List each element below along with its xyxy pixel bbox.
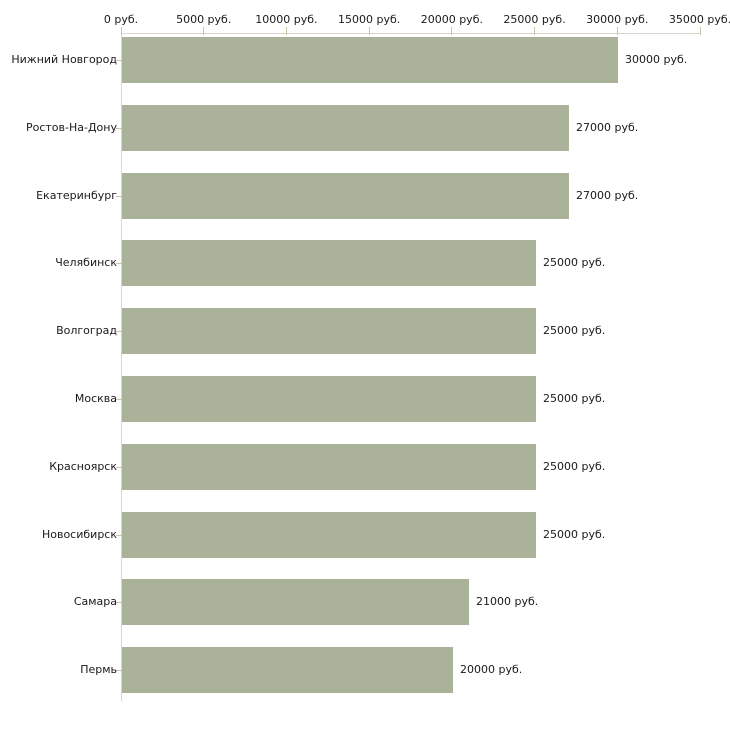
category-label: Ростов-На-Дону: [25, 121, 117, 134]
y-axis-tick: [116, 535, 122, 536]
category-label: Самара: [73, 595, 117, 608]
x-axis-tick-label: 25000 руб.: [503, 13, 566, 26]
category-label: Москва: [74, 392, 117, 405]
value-label: 27000 руб.: [576, 121, 639, 134]
bar: [122, 376, 536, 422]
category-label: Волгоград: [56, 324, 117, 337]
x-axis-tick-label: 10000 руб.: [255, 13, 318, 26]
y-axis-tick: [116, 602, 122, 603]
value-label: 21000 руб.: [476, 595, 539, 608]
category-label: Екатеринбург: [36, 189, 117, 202]
value-label: 25000 руб.: [543, 392, 606, 405]
x-axis-tick: [616, 27, 618, 35]
x-axis-tick: [120, 27, 122, 35]
category-label: Челябинск: [55, 256, 117, 269]
y-axis-tick: [116, 467, 122, 468]
x-axis-tick: [451, 27, 453, 35]
bar: [122, 647, 453, 693]
bar: [122, 173, 569, 219]
value-label: 25000 руб.: [543, 460, 606, 473]
x-axis-tick-label: 35000 руб.: [668, 13, 730, 26]
bar: [122, 308, 536, 354]
y-axis-tick: [116, 670, 122, 671]
category-label: Красноярск: [49, 460, 117, 473]
x-axis-tick: [368, 27, 370, 35]
y-axis-tick: [116, 263, 122, 264]
y-axis-tick: [116, 331, 122, 332]
category-label: Пермь: [80, 663, 117, 676]
x-axis-tick-label: 0 руб.: [103, 13, 139, 26]
x-axis-tick: [285, 27, 287, 35]
value-label: 30000 руб.: [625, 53, 688, 66]
bar: [122, 105, 569, 151]
x-axis-tick-label: 20000 руб.: [420, 13, 483, 26]
x-axis-tick-label: 30000 руб.: [586, 13, 649, 26]
bar: [122, 512, 536, 558]
x-axis-tick: [534, 27, 536, 35]
value-label: 20000 руб.: [460, 663, 523, 676]
bar: [122, 579, 469, 625]
bar: [122, 37, 618, 83]
y-axis-tick: [116, 196, 122, 197]
y-axis-line: [121, 33, 122, 701]
value-label: 25000 руб.: [543, 528, 606, 541]
value-label: 27000 руб.: [576, 189, 639, 202]
x-axis-tick-label: 15000 руб.: [338, 13, 401, 26]
value-label: 25000 руб.: [543, 256, 606, 269]
y-axis-tick: [116, 128, 122, 129]
x-axis-tick-label: 5000 руб.: [176, 13, 232, 26]
x-axis-tick: [203, 27, 205, 35]
category-label: Новосибирск: [41, 528, 117, 541]
value-label: 25000 руб.: [543, 324, 606, 337]
category-label: Нижний Новгород: [11, 53, 117, 66]
x-axis-tick: [699, 27, 701, 35]
y-axis-tick: [116, 399, 122, 400]
x-axis-line: [121, 33, 700, 34]
y-axis-tick: [116, 60, 122, 61]
bar: [122, 240, 536, 286]
bar: [122, 444, 536, 490]
